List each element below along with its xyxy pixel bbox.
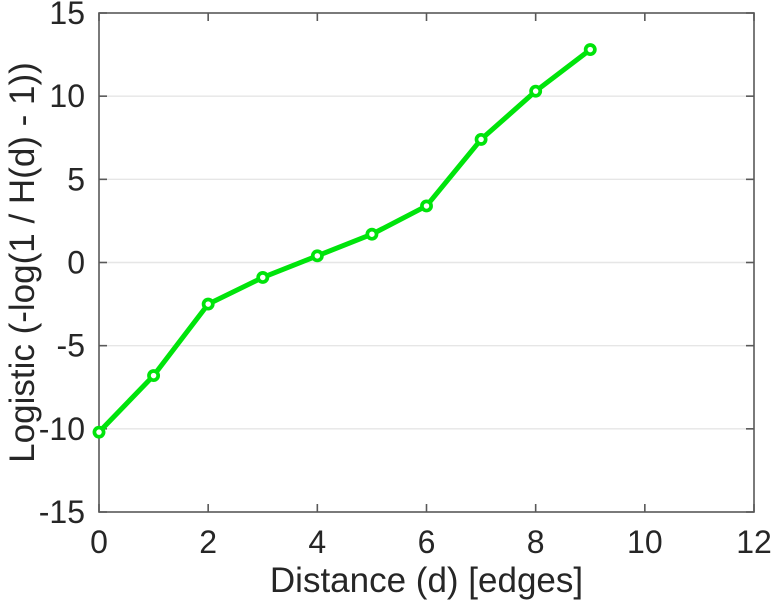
x-tick-label: 6 (418, 524, 436, 560)
y-tick-label: 15 (49, 0, 85, 31)
y-tick-label: 10 (49, 78, 85, 114)
data-point-marker (147, 369, 161, 383)
x-tick-label: 10 (627, 524, 663, 560)
data-point-marker (256, 271, 270, 284)
y-tick-label: 0 (67, 245, 85, 281)
y-tick-label: -15 (39, 494, 85, 530)
y-tick-label: -5 (57, 328, 85, 364)
data-point-marker (420, 199, 433, 213)
y-tick-label: -10 (39, 411, 85, 447)
data-point-marker (583, 43, 597, 57)
y-axis-label: Logistic (-log(1 / H(d) - 1)) (3, 62, 42, 463)
tick-labels-layer: 0 2 4 6 8 10 12 -15 -10 -5 0 5 10 15 (39, 0, 772, 560)
x-tick-label: 0 (90, 524, 108, 560)
data-point-marker (201, 297, 215, 311)
data-series-layer (92, 43, 597, 439)
x-tick-label: 4 (308, 524, 326, 560)
x-tick-label: 2 (199, 524, 217, 560)
data-point-marker (92, 425, 106, 439)
gridlines-layer (99, 95, 754, 430)
y-tick-label: 5 (67, 161, 85, 197)
x-tick-label: 8 (527, 524, 545, 560)
x-tick-label: 12 (736, 524, 772, 560)
data-point-marker (310, 249, 324, 263)
x-axis-label: Distance (d) [edges] (270, 561, 583, 600)
data-line (96, 47, 593, 435)
data-point-marker (365, 227, 379, 241)
data-point-marker (529, 84, 543, 98)
data-point-marker (474, 132, 488, 146)
